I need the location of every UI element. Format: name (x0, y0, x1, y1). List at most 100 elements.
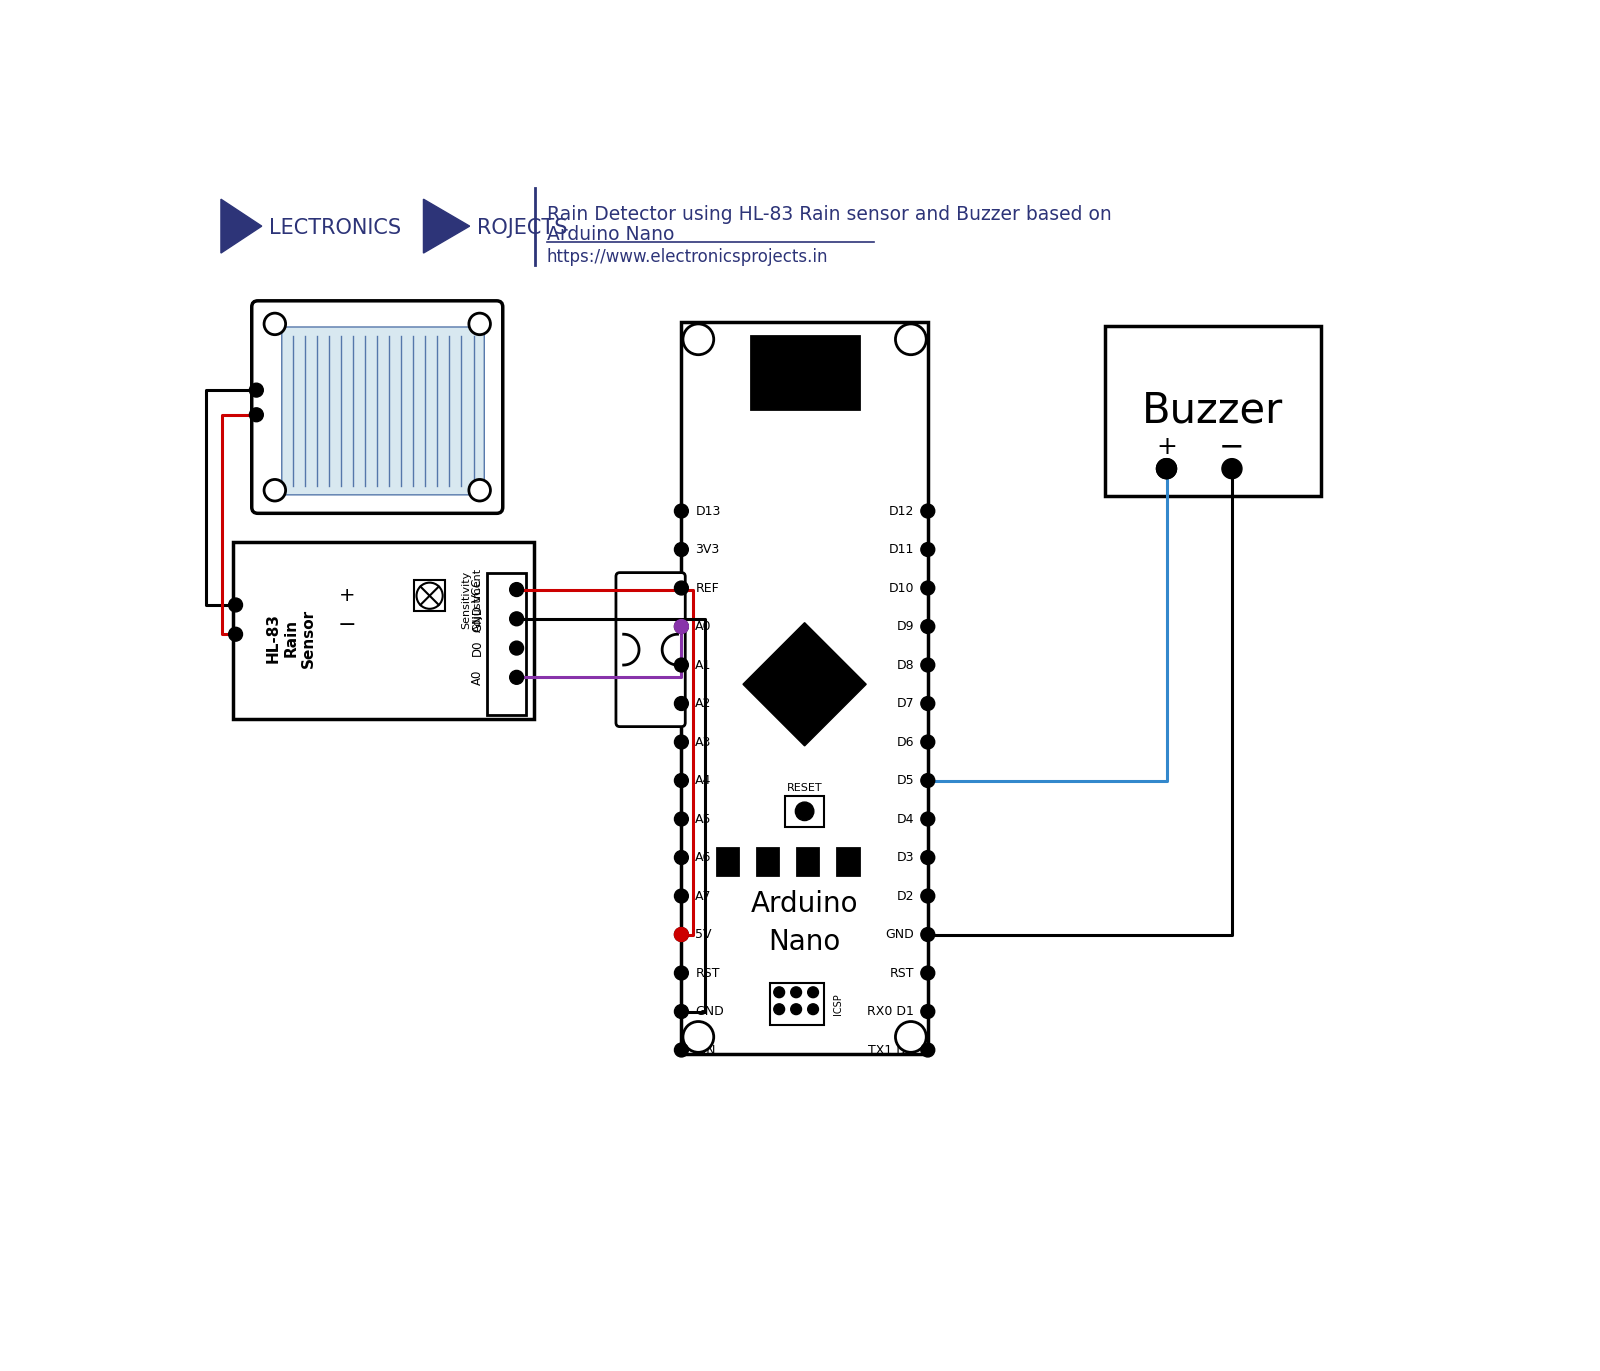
Text: A1: A1 (696, 658, 712, 672)
Circle shape (416, 583, 443, 609)
Bar (1106, 326, 1320, 496)
Text: +: + (339, 587, 355, 605)
Text: D3: D3 (896, 851, 914, 864)
Circle shape (675, 967, 688, 980)
Circle shape (675, 505, 688, 518)
Text: RESET: RESET (787, 783, 822, 794)
Circle shape (229, 598, 243, 611)
Circle shape (808, 1004, 819, 1015)
Text: Arduino Nano: Arduino Nano (547, 225, 674, 244)
Polygon shape (221, 199, 262, 254)
Bar (234, 542, 533, 718)
Text: D6: D6 (896, 735, 914, 749)
Text: ICSP: ICSP (834, 993, 843, 1015)
Circle shape (675, 581, 688, 595)
Circle shape (675, 658, 688, 672)
Text: RST: RST (696, 967, 720, 979)
Circle shape (675, 888, 688, 903)
Circle shape (1157, 459, 1176, 478)
Text: A4: A4 (696, 775, 712, 787)
Text: Nano: Nano (768, 928, 840, 956)
Circle shape (250, 384, 264, 398)
Circle shape (1157, 459, 1176, 478)
Text: −: − (1219, 433, 1245, 462)
Circle shape (922, 928, 934, 942)
Text: Sensitivity
Adjustment: Sensitivity Adjustment (461, 568, 483, 632)
Text: −: − (338, 616, 357, 635)
Circle shape (922, 658, 934, 672)
Circle shape (774, 1004, 784, 1015)
Circle shape (510, 670, 523, 684)
Circle shape (790, 987, 802, 998)
Circle shape (510, 611, 523, 625)
Text: TX1 D0: TX1 D0 (869, 1043, 914, 1057)
Text: D5: D5 (896, 775, 914, 787)
Circle shape (229, 628, 243, 642)
Circle shape (922, 773, 934, 787)
Polygon shape (662, 635, 677, 665)
Text: D2: D2 (896, 890, 914, 902)
Circle shape (264, 313, 286, 335)
Circle shape (675, 735, 688, 749)
Circle shape (675, 543, 688, 557)
Circle shape (264, 480, 286, 500)
Text: Buzzer: Buzzer (1142, 389, 1283, 432)
Text: HL-83: HL-83 (266, 613, 282, 664)
Text: GND: GND (472, 606, 485, 632)
Bar (750, 336, 859, 410)
Circle shape (675, 928, 688, 942)
Text: RST: RST (890, 967, 914, 979)
Text: D10: D10 (888, 581, 914, 595)
Text: A3: A3 (696, 735, 712, 749)
Circle shape (922, 1043, 934, 1057)
Text: D8: D8 (896, 658, 914, 672)
Polygon shape (424, 199, 470, 254)
Circle shape (790, 1004, 802, 1015)
Circle shape (922, 620, 934, 633)
FancyBboxPatch shape (251, 300, 502, 513)
Circle shape (922, 850, 934, 865)
Bar (717, 847, 738, 875)
Circle shape (922, 967, 934, 980)
Text: A7: A7 (696, 890, 712, 902)
Circle shape (922, 505, 934, 518)
Circle shape (675, 928, 688, 942)
Circle shape (922, 543, 934, 557)
Circle shape (922, 812, 934, 825)
Text: Rain Detector using HL-83 Rain sensor and Buzzer based on: Rain Detector using HL-83 Rain sensor an… (547, 204, 1112, 223)
Circle shape (675, 620, 688, 633)
Polygon shape (624, 635, 638, 665)
Text: A0: A0 (696, 620, 712, 633)
Circle shape (683, 324, 714, 355)
Bar (488, 573, 526, 716)
Text: A5: A5 (696, 813, 712, 825)
Text: +: + (1157, 435, 1178, 459)
Text: D12: D12 (888, 505, 914, 517)
Circle shape (896, 1021, 926, 1053)
Text: A0: A0 (472, 669, 485, 686)
FancyBboxPatch shape (616, 573, 685, 727)
Circle shape (1222, 459, 1242, 478)
Text: RX0 D1: RX0 D1 (867, 1005, 914, 1019)
Circle shape (896, 324, 926, 355)
Circle shape (250, 407, 264, 422)
Circle shape (510, 583, 523, 596)
Bar (757, 847, 779, 875)
Text: VCC: VCC (472, 577, 485, 602)
Text: Rain: Rain (283, 620, 299, 657)
Text: Sensor: Sensor (301, 609, 317, 668)
Text: A6: A6 (696, 851, 712, 864)
Circle shape (808, 987, 819, 998)
Circle shape (683, 1021, 714, 1053)
Circle shape (922, 581, 934, 595)
Circle shape (675, 850, 688, 865)
Text: LECTRONICS: LECTRONICS (269, 218, 402, 237)
FancyBboxPatch shape (282, 328, 485, 495)
Text: REF: REF (696, 581, 718, 595)
Circle shape (469, 313, 491, 335)
Circle shape (510, 642, 523, 655)
Circle shape (922, 696, 934, 710)
Text: Arduino: Arduino (750, 890, 858, 917)
Circle shape (795, 802, 814, 821)
Text: GND: GND (885, 928, 914, 941)
